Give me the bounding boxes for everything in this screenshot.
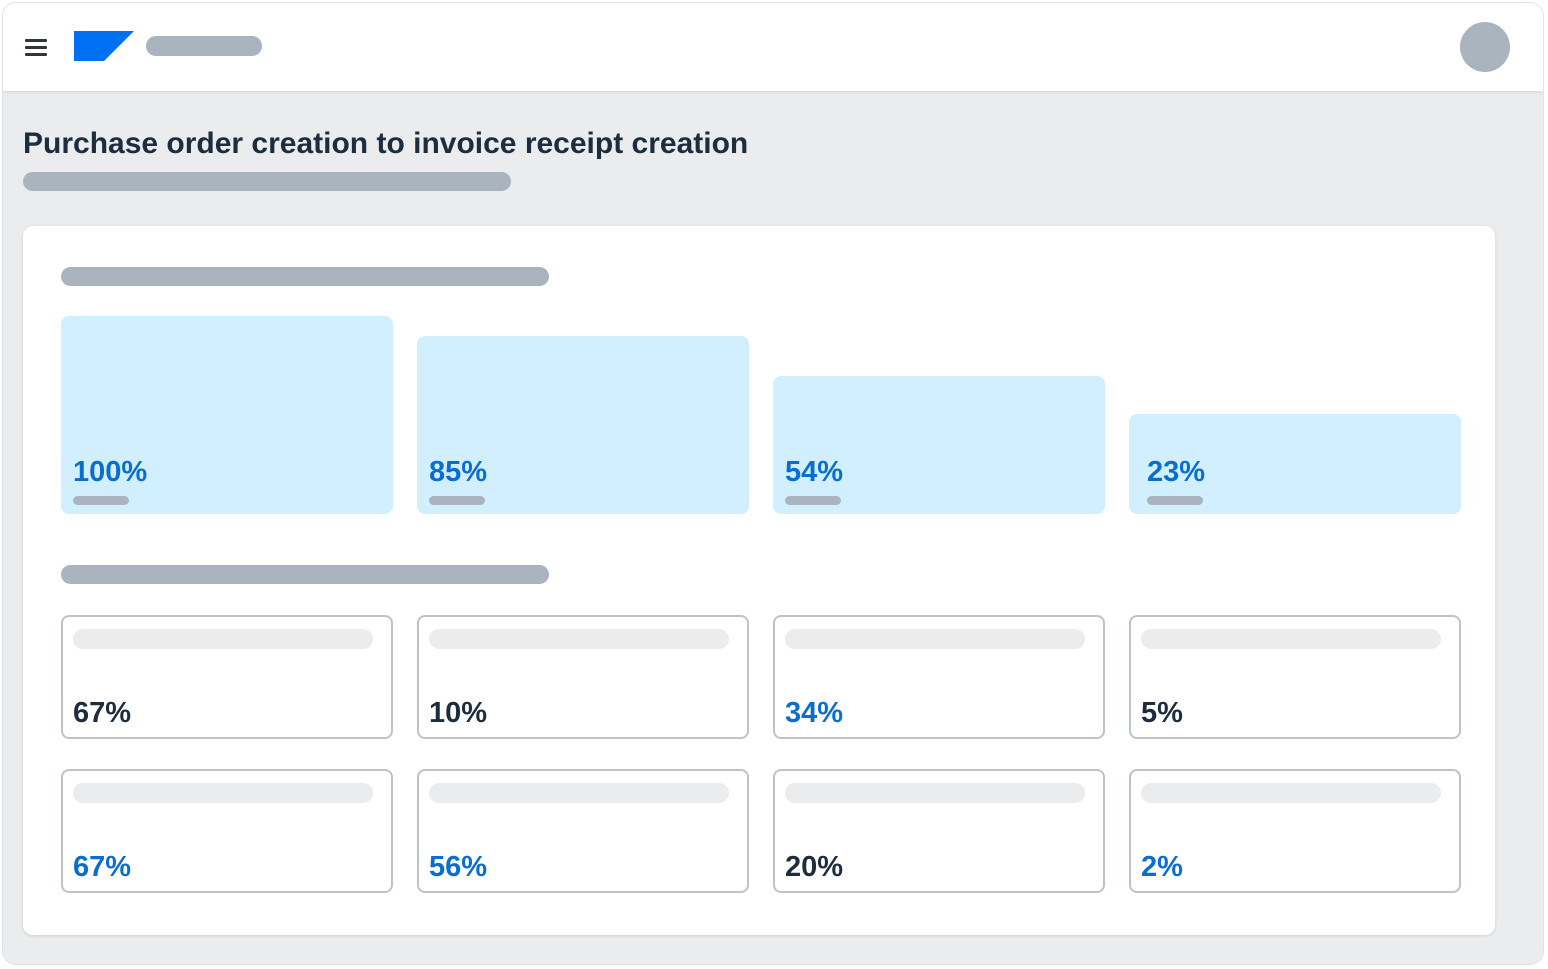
funnel-step-value: 85% [429, 456, 488, 488]
metric-tile[interactable]: 67% [61, 615, 393, 739]
funnel-section-title-placeholder [61, 267, 549, 286]
brand-logo-icon[interactable] [74, 31, 134, 61]
user-avatar[interactable] [1460, 22, 1510, 72]
metric-value: 34% [785, 697, 844, 729]
funnel-step-value: 100% [73, 456, 148, 488]
metric-label-placeholder [1141, 783, 1441, 803]
metric-tile[interactable]: 5% [1129, 615, 1461, 739]
metric-label-placeholder [73, 629, 373, 649]
page-title: Purchase order creation to invoice recei… [23, 127, 749, 160]
funnel-step-tile[interactable]: 54% [773, 376, 1105, 514]
funnel-step-label-placeholder [1147, 496, 1203, 505]
metric-value: 5% [1141, 697, 1183, 729]
metric-value: 2% [1141, 851, 1183, 883]
metric-label-placeholder [785, 629, 1085, 649]
metric-tile[interactable]: 20% [773, 769, 1105, 893]
metric-label-placeholder [429, 629, 729, 649]
metric-tile[interactable]: 10% [417, 615, 749, 739]
metric-value: 67% [73, 851, 132, 883]
app-name-placeholder [146, 36, 262, 56]
shell-bar [3, 3, 1543, 91]
metric-label-placeholder [73, 783, 373, 803]
metric-value: 20% [785, 851, 844, 883]
funnel-step-label-placeholder [785, 496, 841, 505]
funnel-step-label-placeholder [429, 496, 485, 505]
metric-label-placeholder [429, 783, 729, 803]
metric-value: 10% [429, 697, 488, 729]
metric-tile[interactable]: 56% [417, 769, 749, 893]
funnel-step-tile[interactable]: 23% [1129, 414, 1461, 514]
process-analytics-card: 100% 85% 54% 23% 67% 10% 34% [23, 226, 1495, 935]
metric-value: 56% [429, 851, 488, 883]
funnel-step-value: 23% [1147, 456, 1206, 488]
metric-tile[interactable]: 34% [773, 615, 1105, 739]
funnel-step-tile[interactable]: 85% [417, 336, 749, 514]
metric-tile[interactable]: 67% [61, 769, 393, 893]
metric-tile[interactable]: 2% [1129, 769, 1461, 893]
funnel-step-label-placeholder [73, 496, 129, 505]
funnel-step-tile[interactable]: 100% [61, 316, 393, 514]
page-subtitle-placeholder [23, 172, 511, 191]
metric-label-placeholder [785, 783, 1085, 803]
metrics-section-title-placeholder [61, 565, 549, 584]
menu-hamburger-icon[interactable] [24, 36, 48, 58]
metric-value: 67% [73, 697, 132, 729]
funnel-step-value: 54% [785, 456, 844, 488]
metric-label-placeholder [1141, 629, 1441, 649]
